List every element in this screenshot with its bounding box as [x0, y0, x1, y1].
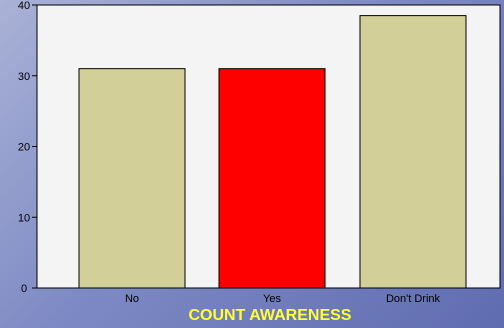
y-axis-ticks: 0 10 20 30 40 — [18, 0, 37, 295]
y-tick-label: 30 — [18, 71, 30, 83]
y-tick-label: 40 — [18, 0, 30, 12]
bar-yes — [218, 68, 326, 289]
x-category-label: Yes — [263, 293, 281, 305]
x-axis-category-labels: No Yes Don't Drink — [125, 293, 441, 305]
x-category-label: No — [125, 293, 139, 305]
x-category-label: Don't Drink — [386, 293, 441, 305]
bar-no — [78, 68, 186, 289]
y-tick-label: 0 — [21, 283, 27, 295]
y-tick-label: 10 — [18, 212, 30, 224]
x-axis-title: COUNT AWARENESS — [189, 307, 352, 324]
bar-don-t-drink — [359, 15, 467, 289]
y-tick-label: 20 — [18, 142, 30, 154]
bars — [78, 15, 467, 289]
